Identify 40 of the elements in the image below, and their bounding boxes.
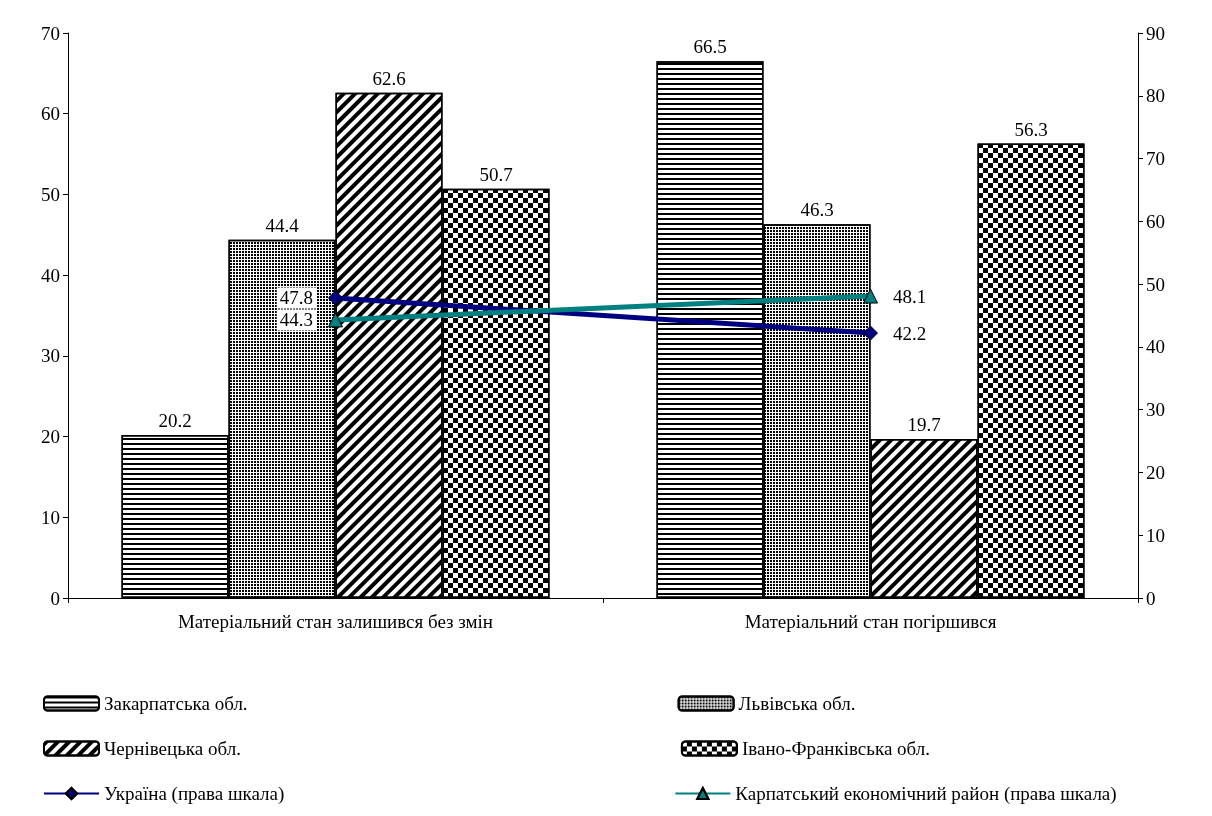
point (328, 290, 343, 306)
y2-tick-label: 90 (1146, 22, 1165, 44)
data-label: 42.2 (893, 322, 927, 344)
data-label: 46.3 (800, 199, 834, 221)
legend-label: Україна (права шкала) (104, 783, 285, 805)
data-label: 56.3 (1014, 118, 1048, 140)
y2-tick-label: 60 (1146, 210, 1165, 232)
data-label: 66.5 (693, 36, 727, 58)
y-tick-label: 70 (41, 22, 60, 44)
data-label: 62.6 (372, 67, 406, 89)
x-tick-label: Матеріальний стан погіршився (744, 611, 997, 632)
y-tick-label: 0 (50, 587, 60, 609)
data-label: 44.3 (279, 309, 313, 331)
y2-tick-label: 50 (1146, 273, 1165, 295)
y2-tick-label: 30 (1146, 399, 1165, 421)
legend-label: Львівська обл. (738, 693, 856, 714)
point (863, 325, 878, 341)
y2-tick-label: 0 (1146, 587, 1156, 609)
legend-label: Карпатський економічний район (права шкала) (735, 783, 1117, 805)
data-label: 19.7 (907, 413, 941, 435)
y-tick-label: 30 (41, 345, 60, 367)
y2-tick-label: 40 (1146, 336, 1165, 358)
y-tick-label: 20 (41, 426, 60, 448)
y-tick-label: 40 (41, 264, 60, 286)
legend-label: Закарпатська обл. (104, 693, 248, 714)
y-tick-label: 10 (41, 506, 60, 528)
legend-label: Чернівецька обл. (104, 738, 241, 759)
y-tick-label: 50 (41, 183, 60, 205)
data-label: 44.4 (265, 214, 300, 236)
data-label: 47.8 (279, 287, 313, 309)
y2-tick-label: 70 (1146, 148, 1165, 170)
y-tick-label: 60 (41, 103, 60, 125)
legend-label: Івано-Франківська обл. (741, 738, 931, 759)
y2-tick-label: 10 (1146, 524, 1165, 546)
y2-tick-label: 20 (1146, 461, 1165, 483)
data-label: 48.1 (893, 285, 927, 307)
x-tick-label: Матеріальний стан залишився без змін (177, 611, 494, 632)
data-label: 20.2 (158, 409, 192, 431)
y2-tick-label: 80 (1146, 85, 1165, 107)
data-label: 50.7 (479, 163, 513, 185)
